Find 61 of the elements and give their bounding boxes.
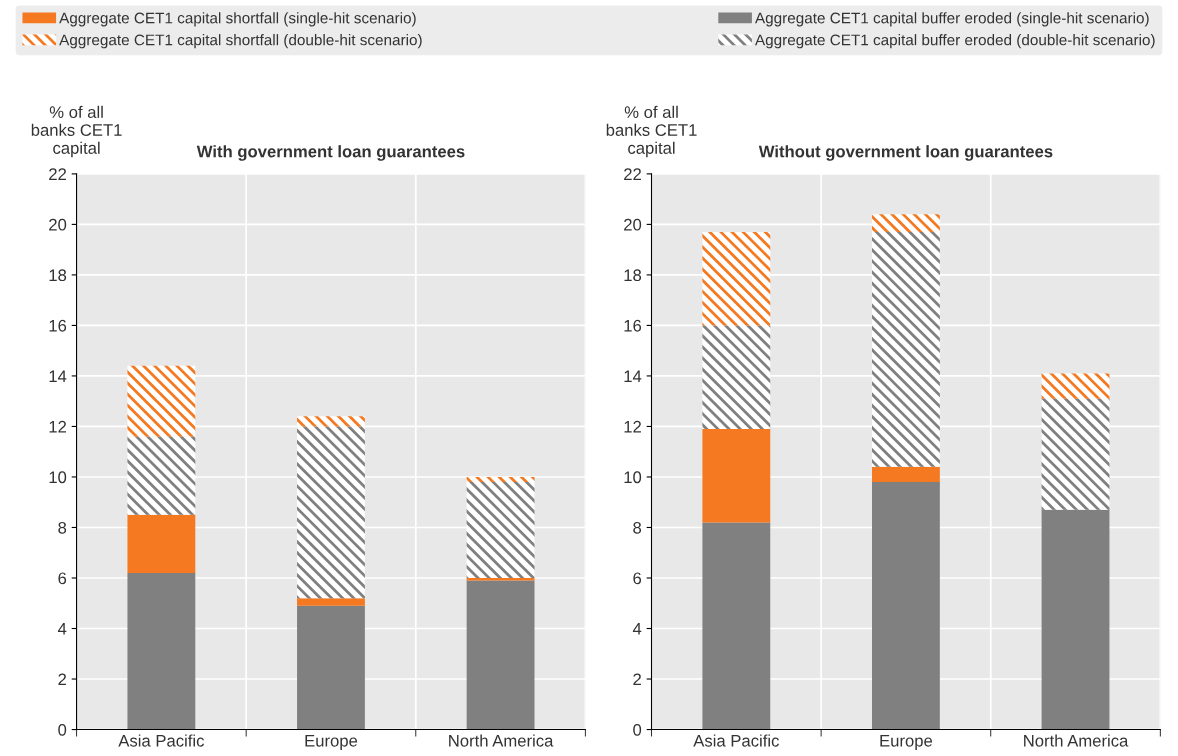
bar [872, 231, 940, 467]
y-tick-label: 0 [58, 723, 67, 736]
bar [702, 428, 771, 523]
bar [297, 605, 365, 730]
legend-label: Aggregate CET1 capital buffer eroded (double-hit scenario) [755, 34, 1155, 49]
bar [702, 522, 771, 730]
y-tick-label: 6 [58, 572, 67, 585]
y-tick-label: 0 [633, 723, 642, 736]
bar [466, 476, 535, 483]
bar [297, 416, 365, 427]
y-tick-label: 18 [49, 269, 67, 282]
y-tick-label: 4 [57, 623, 67, 635]
y-tick-label: 14 [624, 370, 642, 382]
bar [466, 578, 535, 581]
bar [466, 482, 535, 578]
chart-title: Without government loan guarantees [758, 145, 1053, 161]
y-axis-title: % of all banks CET1 capital [31, 105, 122, 158]
bar [702, 231, 771, 326]
bar [1041, 398, 1110, 510]
bar [127, 365, 196, 437]
y-tick-label: 18 [624, 269, 642, 282]
x-tick-label: Europe [305, 735, 358, 750]
y-tick-label: 22 [624, 168, 641, 180]
x-tick-label: North America [449, 734, 554, 747]
y-tick-label: 8 [58, 521, 67, 534]
y-tick-label: 10 [49, 471, 67, 484]
y-tick-label: 20 [49, 218, 67, 231]
y-tick-label: 12 [49, 420, 67, 433]
chart-title: With government loan guarantees [196, 145, 465, 161]
y-tick-label: 4 [632, 623, 642, 635]
x-tick-label: Asia Pacific [118, 734, 204, 747]
bar [1041, 509, 1110, 730]
bar [466, 580, 535, 730]
y-tick-label: 2 [633, 673, 641, 686]
bar [127, 436, 196, 515]
y-tick-label: 8 [633, 521, 642, 534]
legend-label: Aggregate CET1 capital shortfall (double-hit scenario) [59, 34, 422, 49]
bar [127, 514, 196, 573]
bar [702, 325, 771, 429]
x-tick-label: Asia Pacific [693, 734, 779, 747]
bar [297, 598, 365, 606]
y-tick-label: 16 [49, 319, 67, 332]
bar [297, 426, 365, 599]
bar [872, 214, 940, 232]
bar [1041, 373, 1110, 399]
legend-label: Aggregate CET1 capital buffer eroded (single-hit scenario) [755, 12, 1149, 27]
bar [872, 466, 940, 483]
y-tick-label: 20 [624, 218, 642, 231]
bar [127, 572, 196, 730]
y-tick-label: 2 [58, 673, 67, 686]
y-tick-label: 14 [49, 370, 67, 382]
y-tick-label: 6 [633, 572, 642, 585]
y-tick-label: 12 [624, 420, 641, 433]
y-tick-label: 16 [624, 319, 642, 332]
x-tick-label: Europe [880, 735, 933, 750]
y-tick-label: 10 [624, 471, 642, 484]
bar [872, 482, 940, 730]
y-tick-label: 22 [49, 168, 67, 180]
legend-label: Aggregate CET1 capital shortfall (single-hit scenario) [59, 12, 416, 27]
x-tick-label: North America [1024, 734, 1129, 747]
y-axis-title: % of all banks CET1 capital [606, 105, 697, 158]
